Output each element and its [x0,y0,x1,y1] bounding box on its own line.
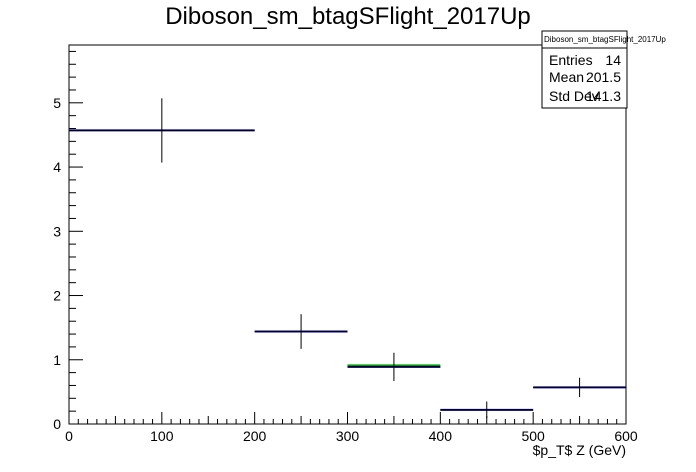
stats-stddev-value: 141.3 [586,88,621,104]
chart-title: Diboson_sm_btagSFlight_2017Up [165,3,531,30]
histogram-bin [254,314,348,349]
y-tick-label: 1 [53,352,61,368]
x-tick-label: 400 [429,428,453,444]
histogram-bin [69,98,255,163]
stats-box: Diboson_sm_btagSFlight_2017Up Entries 14… [541,30,666,109]
x-axis-label: $p_T$ Z (GeV) [533,442,626,458]
y-axis: 0 1 2 3 4 5 [53,50,83,432]
y-tick-label: 4 [53,159,61,175]
x-tick-label: 500 [521,428,545,444]
y-tick-label: 2 [53,288,61,304]
stats-entries-value: 14 [605,52,621,68]
x-tick-label: 100 [150,428,174,444]
histogram-bin [533,377,626,398]
x-tick-label: 600 [614,428,638,444]
x-tick-label: 0 [65,428,73,444]
stats-mean-label: Mean [549,69,584,85]
stats-entries-label: Entries [549,52,593,68]
histogram-bins [69,98,626,419]
x-tick-label: 200 [243,428,267,444]
histogram-bin [347,352,441,381]
y-tick-label: 0 [53,416,61,432]
stats-box-title: Diboson_sm_btagSFlight_2017Up [544,35,666,44]
y-tick-label: 3 [53,223,61,239]
stats-stddev-label: Std Dev [549,88,599,104]
stats-mean-value: 201.5 [586,69,621,85]
y-tick-label: 5 [53,95,61,111]
histogram-bin [440,401,534,419]
x-tick-label: 300 [336,428,360,444]
stats-box-frame [541,30,628,109]
x-axis: 0 100 200 300 400 500 600 [65,412,638,444]
